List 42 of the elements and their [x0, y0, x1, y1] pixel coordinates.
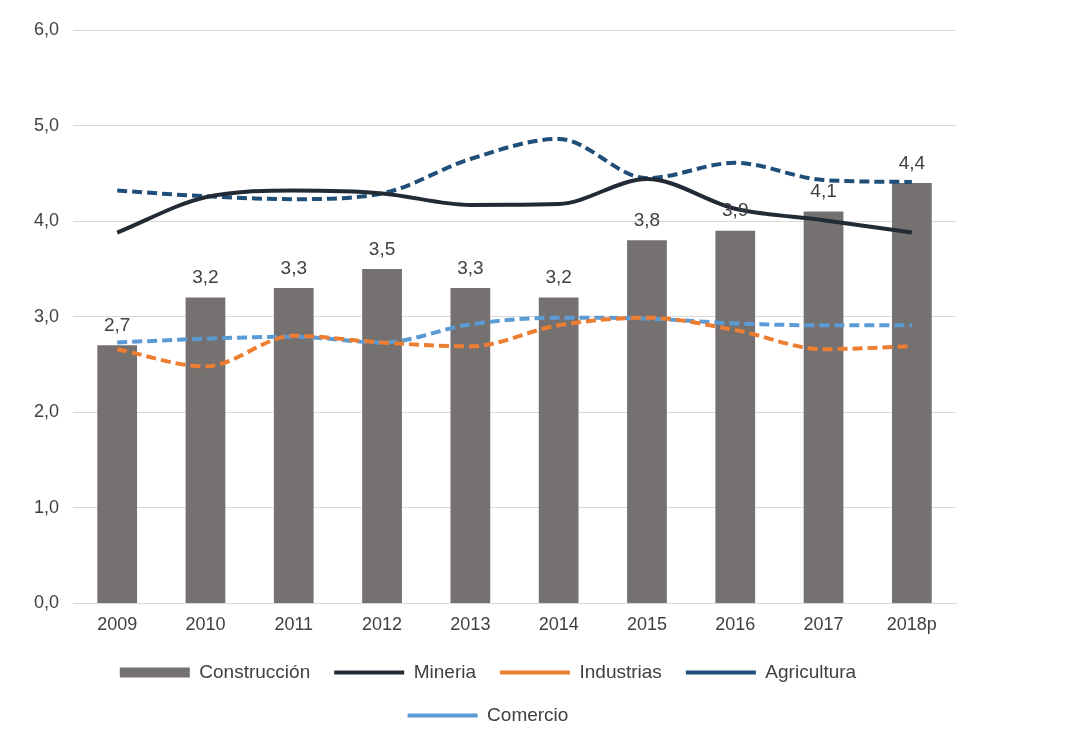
data-label: 4,4: [898, 151, 926, 173]
data-label: 3,3: [280, 256, 307, 278]
bar: [97, 345, 138, 603]
data-label: 3,5: [368, 237, 396, 259]
y-tick-label: 3,0: [33, 305, 60, 326]
x-tick-label: 2012: [362, 614, 403, 635]
data-label: 3,8: [633, 208, 661, 230]
legend-label: Mineria: [413, 660, 477, 682]
y-tick-label: 2,0: [33, 401, 60, 422]
legend-label: Comercio: [487, 703, 569, 725]
x-tick-label: 2011: [274, 614, 314, 635]
bar: [185, 297, 226, 603]
x-tick-label: 2009: [97, 614, 138, 635]
legend-label: Industrias: [579, 660, 662, 682]
data-label: 3,3: [457, 256, 484, 278]
data-label: 3,2: [192, 266, 219, 288]
x-tick-label: 2010: [185, 614, 226, 635]
y-tick-label: 4,0: [33, 210, 60, 231]
bar: [803, 211, 844, 603]
bar: [538, 297, 579, 603]
bar: [627, 240, 667, 603]
y-tick-label: 5,0: [33, 114, 60, 135]
data-label: 3,2: [545, 266, 572, 288]
bar: [362, 268, 402, 603]
data-label: 2,7: [103, 314, 131, 336]
x-tick-label: 2013: [450, 614, 491, 635]
y-tick-label: 1,0: [33, 496, 60, 517]
x-tick-label: 2018p: [886, 614, 937, 635]
x-tick-label: 2016: [715, 614, 756, 635]
bar: [715, 230, 756, 603]
bar: [891, 182, 932, 603]
bar: [450, 288, 491, 603]
line-series: [115, 177, 914, 235]
legend-label: Agricultura: [765, 660, 857, 682]
x-tick-label: 2014: [538, 614, 579, 635]
x-tick-label: 2015: [626, 614, 667, 635]
data-label: 4,1: [810, 180, 837, 202]
bar: [273, 288, 314, 603]
y-tick-label: 0,0: [33, 592, 60, 613]
x-tick-label: 2017: [803, 614, 844, 635]
legend-label: Construcción: [199, 660, 311, 682]
y-tick-label: 6,0: [33, 18, 60, 39]
